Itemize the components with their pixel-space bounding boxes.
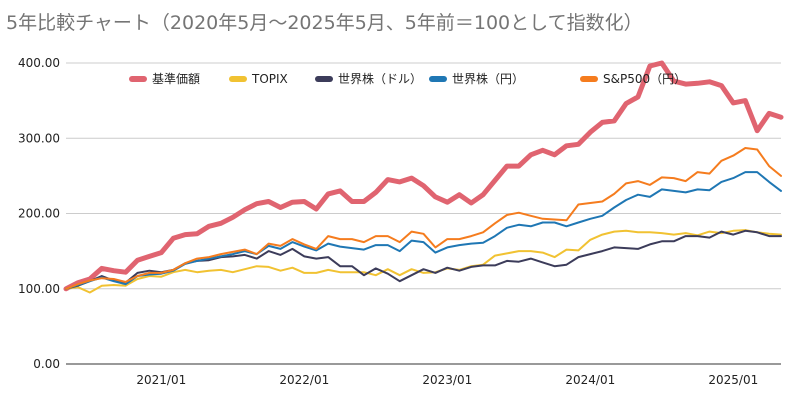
x-tick-label: 2022/01: [279, 373, 329, 387]
series-line: [63, 60, 784, 292]
x-axis-tick-labels: 2021/01 2022/01 2023/01 2024/01 2025/01: [136, 373, 758, 387]
y-tick-label: 400.00: [18, 56, 60, 70]
legend-label: S&P500（円）: [603, 72, 686, 86]
legend-label: 世界株（ドル）: [338, 71, 422, 86]
x-tick-label: 2023/01: [422, 373, 472, 387]
y-tick-label: 100.00: [18, 282, 60, 296]
series-line: [65, 229, 782, 294]
legend-label: 世界株（円）: [452, 71, 524, 86]
chart-title: 5年比較チャート（2020年5月〜2025年5月、5年前＝100として指数化）: [6, 12, 643, 34]
series-layer: [63, 60, 784, 294]
series-line: [65, 147, 782, 290]
y-tick-label: 300.00: [18, 131, 60, 145]
series-line: [65, 171, 782, 290]
legend-label: TOPIX: [251, 72, 288, 86]
legend-label: 基準価額: [152, 71, 200, 86]
y-tick-label: 0.00: [33, 357, 60, 371]
grid-layer: [66, 62, 781, 365]
x-tick-label: 2025/01: [708, 373, 758, 387]
x-tick-label: 2024/01: [565, 373, 615, 387]
legend: 基準価額 TOPIX 世界株（ドル） 世界株（円） S&P500（円）: [129, 71, 686, 86]
y-tick-label: 200.00: [18, 207, 60, 221]
x-tick-label: 2021/01: [136, 373, 186, 387]
y-axis-tick-labels: 0.00 100.00 200.00 300.00 400.00: [18, 56, 60, 371]
